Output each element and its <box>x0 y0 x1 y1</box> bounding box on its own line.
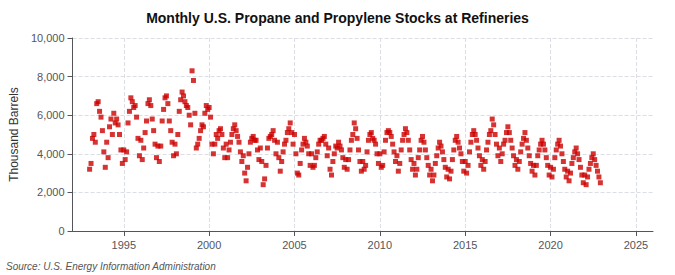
svg-text:2015: 2015 <box>453 239 477 251</box>
svg-text:2000: 2000 <box>197 239 221 251</box>
svg-text:Thousand Barrels: Thousand Barrels <box>7 87 21 182</box>
svg-text:1995: 1995 <box>112 239 136 251</box>
svg-text:2020: 2020 <box>538 239 562 251</box>
svg-text:Monthly U.S. Propane and Propy: Monthly U.S. Propane and Propylene Stock… <box>146 10 529 26</box>
svg-text:0: 0 <box>58 225 64 237</box>
svg-text:2,000: 2,000 <box>37 186 65 198</box>
svg-text:4,000: 4,000 <box>37 148 65 160</box>
svg-text:6,000: 6,000 <box>37 109 65 121</box>
svg-text:2025: 2025 <box>624 239 648 251</box>
svg-text:2005: 2005 <box>282 239 306 251</box>
svg-text:2010: 2010 <box>368 239 392 251</box>
svg-text:8,000: 8,000 <box>37 71 65 83</box>
svg-text:10,000: 10,000 <box>31 32 65 44</box>
svg-text:Source: U.S. Energy Informatio: Source: U.S. Energy Information Administ… <box>6 261 216 272</box>
